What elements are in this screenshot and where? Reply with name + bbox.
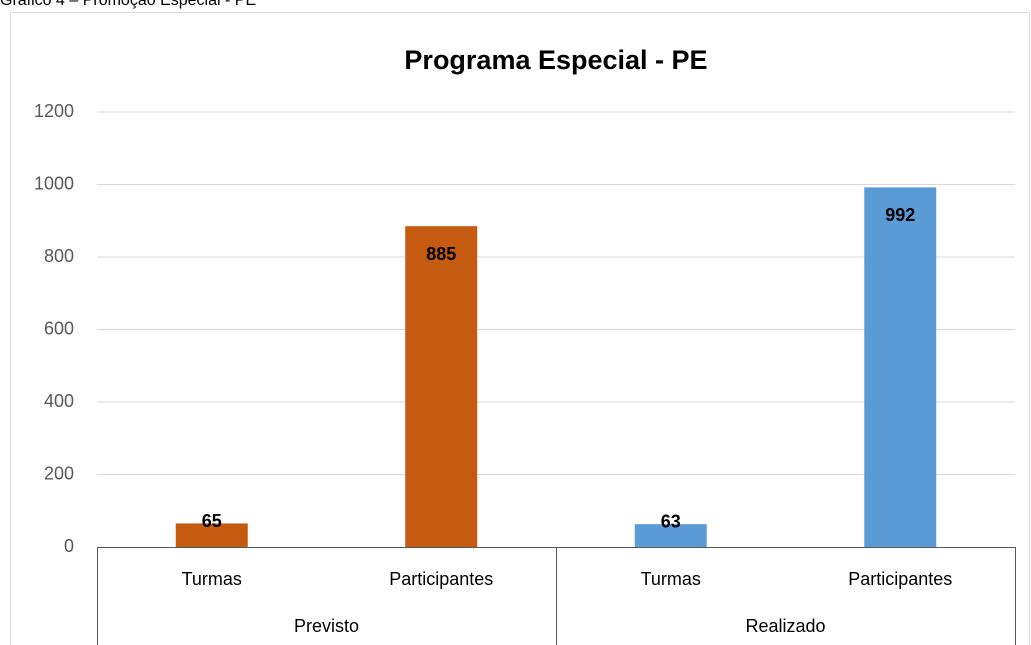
caption: Gráfico 4 – Promoção Especial - PE (0, 0, 256, 9)
x-tick-label: Participantes (389, 569, 493, 589)
bar (175, 523, 248, 547)
data-label: 65 (202, 511, 222, 531)
bar (864, 187, 937, 547)
group-label: Realizado (745, 616, 825, 636)
group-label: Previsto (294, 616, 359, 636)
bar (405, 226, 478, 547)
x-tick-label: Participantes (848, 569, 952, 589)
y-tick-label: 600 (44, 318, 74, 338)
x-tick-label: Turmas (641, 569, 701, 589)
y-tick-label: 0 (64, 536, 74, 556)
y-tick-label: 1000 (34, 173, 74, 193)
chart-title: Programa Especial - PE (404, 45, 707, 75)
data-label: 992 (885, 205, 915, 225)
data-label: 63 (661, 511, 681, 531)
data-label: 885 (426, 244, 456, 264)
y-tick-label: 800 (44, 246, 74, 266)
y-tick-label: 1200 (34, 101, 74, 121)
y-tick-label: 200 (44, 463, 74, 483)
chart-border (10, 12, 1030, 645)
bar (634, 524, 707, 547)
y-tick-label: 400 (44, 391, 74, 411)
x-tick-label: Turmas (182, 569, 242, 589)
